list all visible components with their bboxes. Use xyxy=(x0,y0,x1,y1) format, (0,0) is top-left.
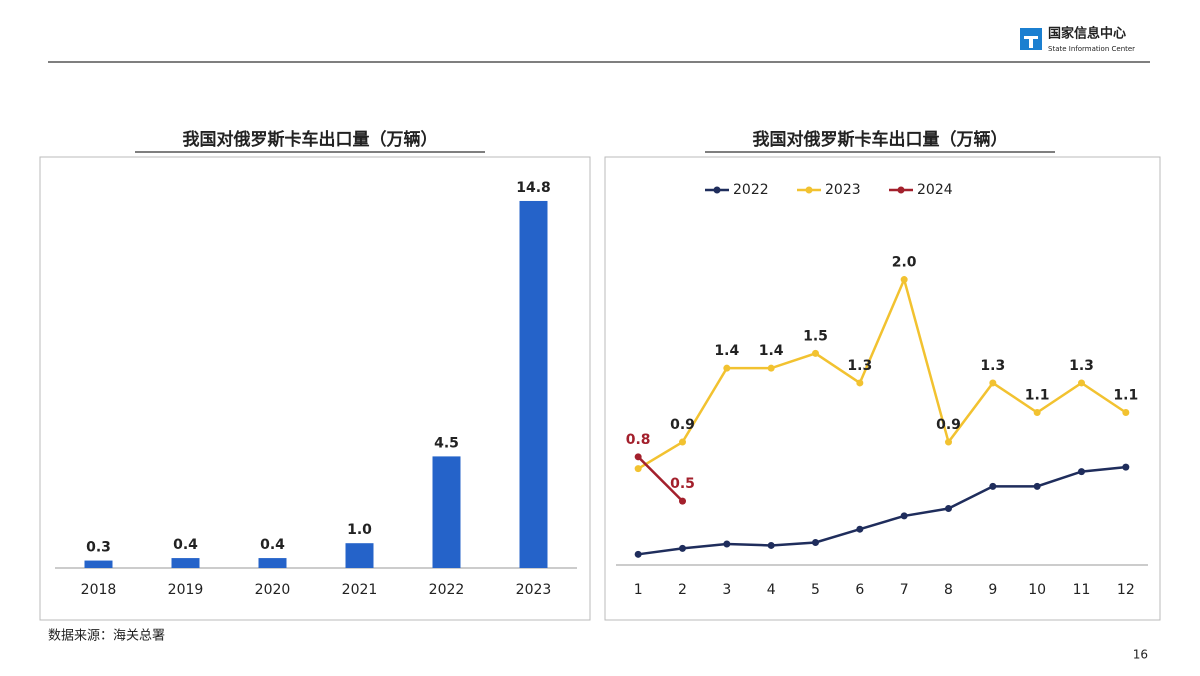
bar xyxy=(258,558,287,568)
value-label: 0.5 xyxy=(670,476,695,492)
x-tick-label: 8 xyxy=(944,582,953,598)
x-tick-label: 1 xyxy=(634,582,643,598)
value-label: 1.0 xyxy=(347,522,372,538)
value-label: 0.8 xyxy=(626,432,651,448)
point xyxy=(723,540,731,548)
panel xyxy=(39,156,591,621)
legend-marker xyxy=(805,186,813,194)
point xyxy=(900,512,908,520)
x-tick-label: 4 xyxy=(767,582,776,598)
org-name-en: State Information Center xyxy=(1048,45,1135,53)
point xyxy=(679,438,686,446)
point xyxy=(1078,379,1085,387)
series-line xyxy=(637,455,684,503)
point xyxy=(723,364,731,372)
value-label: 1.5 xyxy=(803,328,828,344)
value-label: 1.4 xyxy=(714,343,739,359)
value-label: 1.3 xyxy=(980,358,1005,374)
value-label: 4.5 xyxy=(434,435,459,451)
point xyxy=(1122,463,1130,471)
value-label: 1.3 xyxy=(847,358,872,374)
point xyxy=(634,453,642,461)
point xyxy=(634,465,642,473)
point xyxy=(679,497,686,505)
point xyxy=(812,349,819,357)
x-tick-label: 3 xyxy=(722,582,731,598)
x-tick-label: 6 xyxy=(855,582,864,598)
org-name: 国家信息中心 xyxy=(1048,26,1126,42)
page-number: 16 xyxy=(1133,648,1148,662)
value-label: 0.9 xyxy=(670,417,695,433)
x-tick-label: 12 xyxy=(1117,582,1135,598)
legend-label: 2024 xyxy=(917,182,953,198)
point xyxy=(1033,409,1041,416)
chart-title: 我国对俄罗斯卡车出口量（万辆） xyxy=(753,129,1008,150)
bar xyxy=(171,558,200,568)
point xyxy=(856,379,864,387)
point xyxy=(945,505,952,513)
x-tick-label: 9 xyxy=(988,582,997,598)
value-label: 0.4 xyxy=(260,537,285,553)
point xyxy=(634,550,642,558)
point xyxy=(1033,482,1041,490)
x-tick-label: 2 xyxy=(678,582,687,598)
point xyxy=(900,276,908,284)
bar xyxy=(432,456,461,568)
x-tick-label: 2021 xyxy=(342,582,378,598)
point xyxy=(812,539,819,546)
value-label: 1.1 xyxy=(1113,388,1138,404)
point xyxy=(856,525,864,533)
value-label: 0.9 xyxy=(936,417,961,433)
x-tick-label: 7 xyxy=(900,582,909,598)
series-line xyxy=(638,465,1126,556)
x-tick-label: 2019 xyxy=(168,582,204,598)
x-tick-label: 2022 xyxy=(429,582,465,598)
point xyxy=(767,541,775,549)
point xyxy=(989,379,997,387)
point xyxy=(767,364,775,372)
value-label: 0.3 xyxy=(86,540,111,556)
x-tick-label: 2023 xyxy=(516,582,552,598)
logo: 国家信息中心 State Information Center xyxy=(1020,26,1135,53)
point xyxy=(1122,409,1130,416)
value-label: 1.1 xyxy=(1025,388,1050,404)
value-label: 1.4 xyxy=(759,343,784,359)
bar xyxy=(84,560,113,568)
point xyxy=(945,438,952,446)
value-label: 14.8 xyxy=(516,180,551,196)
value-label: 1.3 xyxy=(1069,358,1094,374)
x-tick-label: 11 xyxy=(1073,582,1091,598)
point xyxy=(1078,468,1085,476)
x-tick-label: 5 xyxy=(811,582,820,598)
legend-label: 2022 xyxy=(733,182,769,198)
point xyxy=(989,482,997,490)
x-tick-label: 2020 xyxy=(255,582,291,598)
series-line xyxy=(637,275,1127,470)
logo-icon-stem xyxy=(1029,36,1033,48)
chart-title: 我国对俄罗斯卡车出口量（万辆） xyxy=(183,129,438,150)
source-note: 数据来源：海关总署 xyxy=(48,629,165,644)
value-label: 2.0 xyxy=(892,255,917,271)
x-tick-label: 10 xyxy=(1028,582,1046,598)
panel xyxy=(604,156,1161,621)
legend-marker xyxy=(713,186,721,194)
bar xyxy=(519,200,548,568)
point xyxy=(679,544,686,552)
x-tick-label: 2018 xyxy=(81,582,117,598)
bar xyxy=(345,543,374,568)
value-label: 0.4 xyxy=(173,537,198,553)
legend-marker xyxy=(897,186,905,194)
legend-label: 2023 xyxy=(825,182,861,198)
